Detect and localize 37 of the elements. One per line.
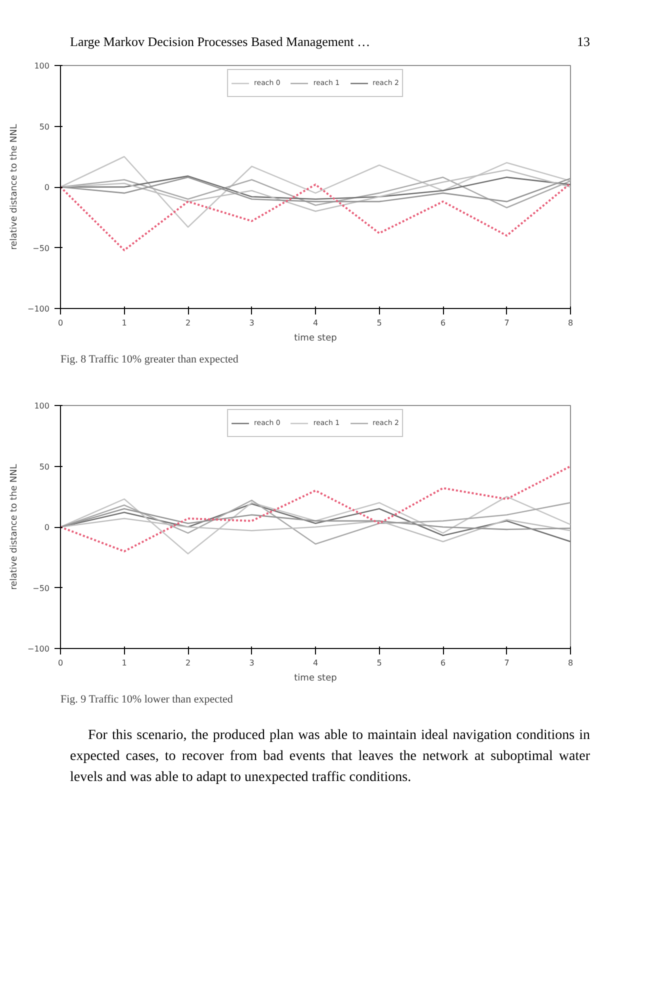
x-tick-label: 5	[376, 318, 382, 328]
y-axis-title: relative distance to the NNL	[10, 464, 20, 590]
text: Fig. 8 Traffic 10% greater than expected	[60, 354, 239, 366]
x-tick-label: 7	[504, 658, 510, 668]
x-tick-label: 7	[504, 318, 510, 328]
x-tick-label: 2	[185, 658, 191, 668]
y-axis-title: relative distance to the NNL	[10, 124, 20, 250]
y-tick-label: −100	[28, 304, 50, 314]
y-tick-label: 100	[34, 62, 50, 70]
x-tick-label: 4	[312, 658, 318, 668]
y-tick-label: −50	[32, 244, 50, 253]
x-tick-label: 8	[568, 318, 574, 328]
y-tick-label: 50	[39, 122, 50, 132]
x-tick-label: 8	[568, 658, 574, 668]
y-tick-label: −50	[32, 584, 50, 593]
y-tick-label: 0	[44, 523, 50, 532]
y-tick-label: 50	[39, 462, 50, 472]
x-tick-label: 6	[440, 318, 446, 328]
text: Fig. 9 Traffic 10% lower than expected	[60, 694, 234, 706]
x-axis-title: time step	[294, 334, 338, 344]
x-axis-title: time step	[294, 674, 338, 684]
y-tick-label: 100	[34, 402, 50, 410]
x-tick-label: 1	[122, 658, 127, 668]
text: 13	[577, 33, 590, 51]
x-tick-label: 1	[122, 318, 127, 328]
x-tick-label: 6	[440, 658, 446, 668]
text: For this scenario, the produced plan was able to maintain ideal navigation conditions in expected cases, to recover from bad events that leaves the network at suboptimal water levels and was able to adapt to unexpected traffic conditions.	[70, 727, 590, 787]
x-tick-label: 3	[249, 318, 254, 328]
x-tick-label: 4	[312, 318, 318, 328]
x-tick-label: 0	[58, 658, 64, 668]
x-tick-label: 0	[58, 318, 64, 328]
y-tick-label: 0	[44, 183, 50, 192]
x-tick-label: 2	[185, 318, 191, 328]
y-tick-label: −100	[28, 644, 50, 654]
x-tick-label: 5	[376, 658, 382, 668]
text: Large Markov Decision Processes Based Management …	[70, 33, 370, 51]
x-tick-label: 3	[249, 658, 254, 668]
